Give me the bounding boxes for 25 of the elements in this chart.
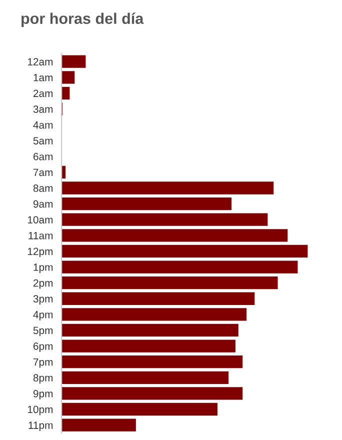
- y-tick-label: 10am: [28, 216, 53, 224]
- y-tick-label: 4pm: [33, 311, 53, 320]
- y-tick-label: 1am: [34, 74, 53, 82]
- y-tick-label: 8pm: [33, 374, 53, 384]
- y-tick-label: 6pm: [33, 342, 53, 352]
- y-tick-label: 7am: [34, 168, 53, 176]
- y-tick-label: 12pm: [28, 248, 53, 258]
- y-tick-label: 3pm: [33, 295, 53, 305]
- y-tick-label: 2pm: [33, 279, 53, 289]
- y-tick-label: 5pm: [33, 326, 53, 336]
- y-tick-label: 8am: [33, 184, 53, 192]
- y-tick-label: 3am: [33, 105, 53, 113]
- y-tick-label: 10pm: [28, 406, 53, 416]
- y-tick-label: 4am: [33, 121, 53, 129]
- y-tick-label: 2am: [33, 90, 53, 98]
- y-tick-label: 11am: [28, 232, 53, 240]
- y-tick-label: 12am: [28, 58, 53, 66]
- y-tick-label: 5am: [33, 137, 53, 144]
- y-tick-label: 11pm: [28, 422, 53, 431]
- y-tick-label: 9pm: [33, 390, 53, 400]
- y-tick-label: 7pm: [34, 358, 53, 368]
- y-tick-label: 6am: [33, 152, 53, 160]
- chart-title: por horas del día: [22, 12, 144, 27]
- y-tick-label: 9am: [33, 200, 53, 208]
- y-tick-label: 1pm: [34, 264, 53, 273]
